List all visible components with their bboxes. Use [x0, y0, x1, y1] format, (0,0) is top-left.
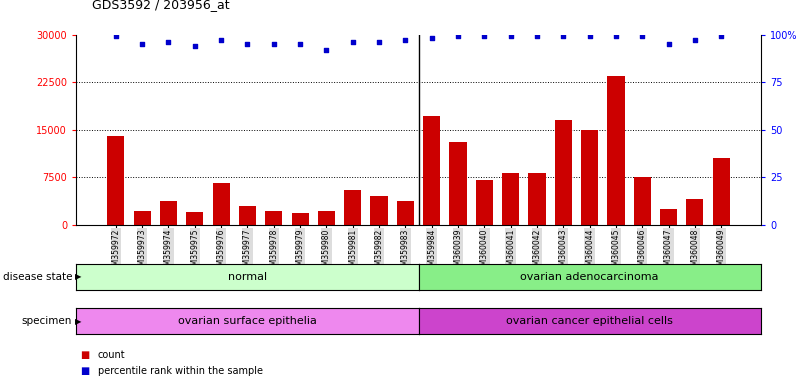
Text: ■: ■	[80, 366, 90, 376]
Bar	[134, 211, 151, 225]
Bar	[634, 177, 651, 225]
Bar	[396, 200, 414, 225]
Bar	[212, 183, 230, 225]
Bar	[239, 206, 256, 225]
Point	[320, 47, 332, 53]
Text: specimen: specimen	[22, 316, 72, 326]
Point	[135, 41, 148, 47]
Point	[689, 37, 702, 43]
Point	[399, 37, 412, 43]
Point	[452, 33, 465, 40]
Point	[425, 35, 438, 41]
Point	[372, 39, 385, 45]
Text: normal: normal	[227, 272, 267, 282]
Bar	[186, 212, 203, 225]
Text: ▶: ▶	[75, 316, 82, 326]
Text: count: count	[98, 350, 125, 360]
Point	[583, 33, 596, 40]
Point	[610, 33, 622, 40]
Bar	[660, 209, 677, 225]
Text: disease state: disease state	[2, 272, 72, 282]
Text: ovarian adenocarcinoma: ovarian adenocarcinoma	[521, 272, 659, 282]
Bar	[318, 211, 335, 225]
Point	[268, 41, 280, 47]
Point	[241, 41, 254, 47]
Point	[215, 37, 227, 43]
Point	[662, 41, 675, 47]
Bar	[555, 120, 572, 225]
Point	[530, 33, 543, 40]
Text: GDS3592 / 203956_at: GDS3592 / 203956_at	[92, 0, 230, 12]
Point	[557, 33, 570, 40]
Point	[188, 43, 201, 49]
Bar	[265, 211, 282, 225]
Point	[162, 39, 175, 45]
Text: ovarian surface epithelia: ovarian surface epithelia	[178, 316, 316, 326]
Bar	[581, 130, 598, 225]
Text: ■: ■	[80, 350, 90, 360]
Point	[478, 33, 491, 40]
Point	[346, 39, 359, 45]
Text: ovarian cancer epithelial cells: ovarian cancer epithelial cells	[506, 316, 673, 326]
Bar	[371, 196, 388, 225]
Bar	[449, 142, 466, 225]
Bar	[476, 180, 493, 225]
Point	[714, 33, 727, 40]
Point	[636, 33, 649, 40]
Text: percentile rank within the sample: percentile rank within the sample	[98, 366, 263, 376]
Bar	[292, 213, 308, 225]
Bar	[529, 173, 545, 225]
Bar	[107, 136, 124, 225]
Point	[505, 33, 517, 40]
Bar	[423, 116, 441, 225]
Bar	[713, 158, 730, 225]
Text: ▶: ▶	[75, 272, 82, 281]
Bar	[607, 76, 625, 225]
Bar	[686, 199, 703, 225]
Bar	[160, 200, 177, 225]
Point	[294, 41, 307, 47]
Point	[110, 33, 123, 40]
Bar	[502, 173, 519, 225]
Bar	[344, 190, 361, 225]
